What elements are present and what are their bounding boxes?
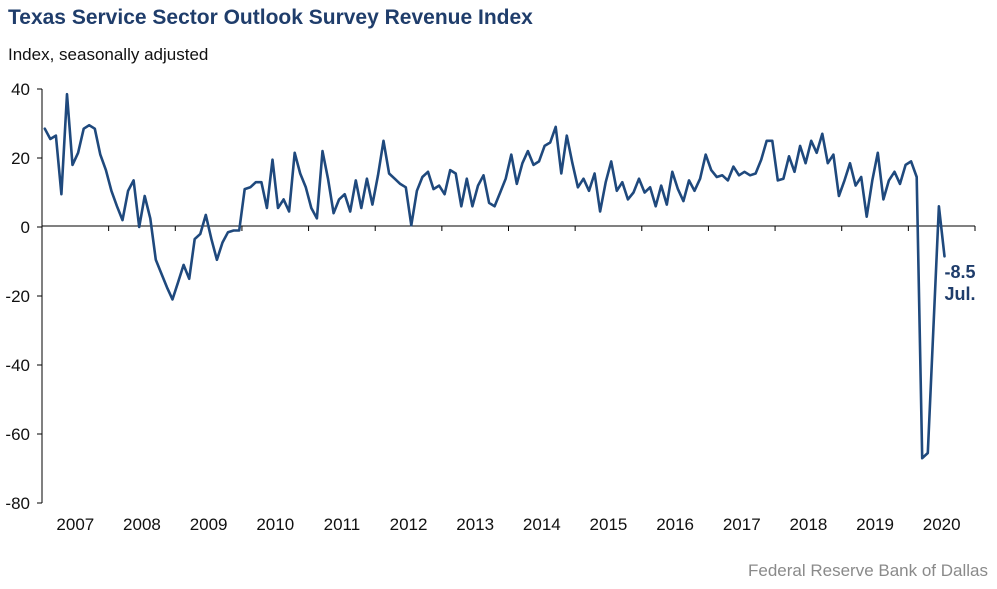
end-month-label: Jul. <box>944 284 975 304</box>
y-tick-label: 0 <box>21 218 30 237</box>
y-tick-label: -80 <box>5 494 30 513</box>
x-tick-label: 2015 <box>590 515 628 534</box>
x-tick-label: 2014 <box>523 515 561 534</box>
series-layer <box>45 94 945 458</box>
line-chart: 40 20 0 -20 -40 -60 -80 2007 2008 2009 2010 2011 20… <box>0 0 997 589</box>
y-axis: 40 20 0 -20 -40 -60 -80 <box>5 80 42 513</box>
x-tick-label: 2019 <box>856 515 894 534</box>
x-tick-label: 2013 <box>456 515 494 534</box>
x-tick-label: 2008 <box>123 515 161 534</box>
y-tick-label: -60 <box>5 425 30 444</box>
x-tick-label: 2020 <box>923 515 961 534</box>
x-tick-label: 2007 <box>56 515 94 534</box>
x-tick-label: 2018 <box>789 515 827 534</box>
x-tick-label: 2009 <box>190 515 228 534</box>
source-note: Federal Reserve Bank of Dallas <box>748 561 988 581</box>
y-tick-label: 20 <box>11 149 30 168</box>
series-line <box>45 94 945 458</box>
x-tick-label: 2016 <box>656 515 694 534</box>
x-tick-label: 2010 <box>256 515 294 534</box>
y-tick-label: 40 <box>11 80 30 99</box>
end-value-label: -8.5 <box>944 262 975 282</box>
y-tick-label: -40 <box>5 356 30 375</box>
y-tick-label: -20 <box>5 287 30 306</box>
x-tick-label: 2012 <box>390 515 428 534</box>
x-tick-label: 2011 <box>324 515 361 534</box>
x-tick-label: 2017 <box>723 515 761 534</box>
